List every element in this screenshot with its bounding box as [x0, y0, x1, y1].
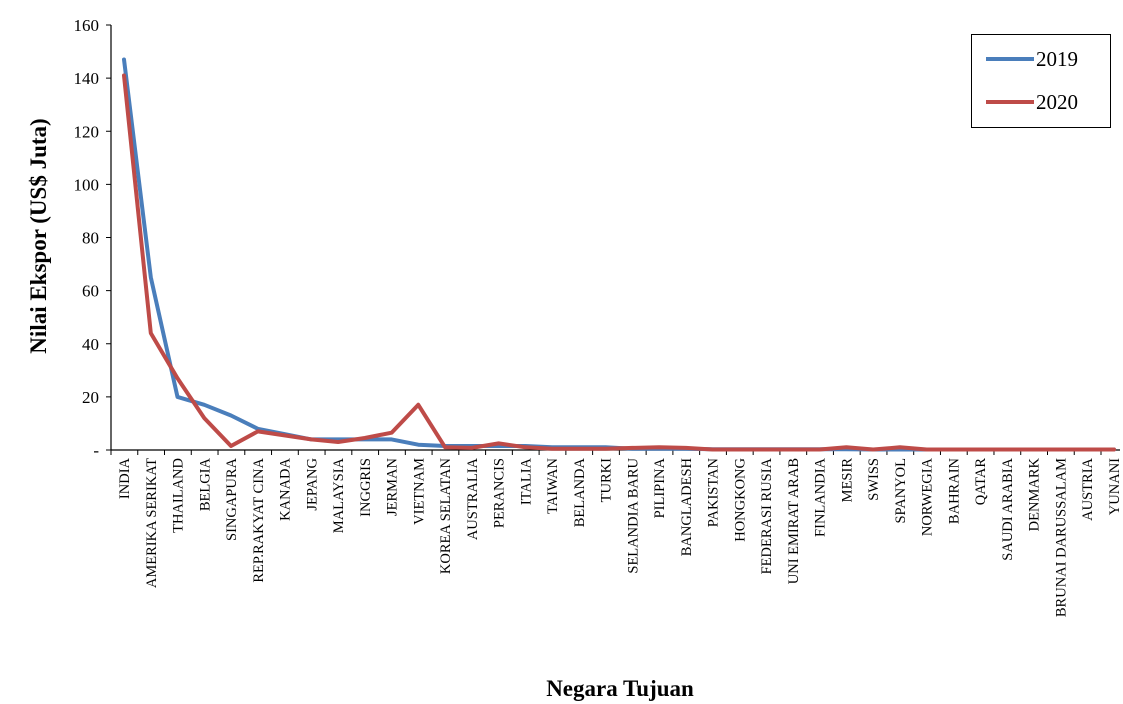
axes [106, 24, 1120, 455]
y-axis-title: Nilai Ekspor (US$ Juta) [26, 118, 51, 353]
x-tick-label: MESIR [839, 458, 855, 503]
x-tick-label: MALAYSIA [331, 457, 347, 533]
x-tick-label: KANADA [278, 457, 294, 520]
legend-item-2019: 2019 [986, 46, 1078, 71]
y-tick-labels: - 20 40 60 80 100 120 140 160 [74, 16, 100, 460]
x-tick-label: HONGKONG [732, 457, 748, 541]
x-tick-label: TURKI [599, 458, 615, 502]
y-tick-label: 60 [82, 282, 99, 301]
x-tick-label: VIETNAM [411, 458, 427, 525]
x-tick-label: TAIWAN [545, 457, 561, 514]
x-axis-title: Negara Tujuan [546, 676, 694, 701]
x-tick-label: JERMAN [385, 457, 401, 516]
y-tick-label: 120 [74, 122, 100, 141]
y-tick-label: 140 [74, 69, 100, 88]
x-tick-label: FINLANDIA [813, 457, 829, 536]
x-tick-label: INGGRIS [358, 458, 374, 517]
x-tick-label: ITALIA [518, 457, 534, 505]
legend-swatch-2019 [986, 57, 1034, 61]
x-tick-label: PERANCIS [492, 458, 508, 528]
x-tick-label: BAHRAIN [946, 457, 962, 524]
x-tick-label: AMERIKA SERIKAT [144, 458, 160, 588]
x-tick-label: INDIA [117, 457, 133, 499]
y-tick-label: 100 [74, 175, 100, 194]
x-tick-label: SAUDI ARABIA [1000, 457, 1016, 560]
legend-swatch-2020 [986, 100, 1034, 104]
x-tick-label: DENMARK [1027, 457, 1043, 531]
series-line-2019 [122, 57, 1116, 452]
x-tick-label: THAILAND [171, 458, 187, 533]
legend-label-2019: 2019 [1036, 46, 1078, 71]
x-tick-label: SELANDIA BARU [625, 457, 641, 573]
y-tick-label: 160 [74, 16, 100, 35]
x-tick-label: BANGLADESH [679, 457, 695, 556]
y-tick-label: 40 [82, 335, 99, 354]
x-tick-label: REP.RAKYAT CINA [251, 457, 267, 582]
legend-item-2020: 2020 [986, 89, 1078, 114]
x-tick-label: FEDERASI RUSIA [759, 457, 775, 574]
x-tick-label: BELANDA [572, 457, 588, 527]
x-tick-label: JEPANG [304, 457, 320, 510]
series-lines [122, 57, 1116, 452]
x-tick-label: SWISS [866, 458, 882, 501]
x-tick-label: BRUNAI DARUSSALAM [1053, 458, 1069, 617]
y-tick-label: 20 [82, 388, 99, 407]
series-line-2020 [122, 73, 1116, 452]
y-tick-label: 80 [82, 229, 99, 248]
x-tick-label: PILIPINA [652, 457, 668, 518]
legend: 2019 2020 [971, 34, 1111, 128]
x-tick-label: QATAR [973, 458, 989, 506]
x-tick-label: YUNANI [1107, 458, 1123, 515]
legend-label-2020: 2020 [1036, 89, 1078, 114]
x-tick-label: BELGIA [197, 457, 213, 511]
x-tick-label: PAKISTAN [706, 457, 722, 527]
x-tick-label: AUSTRIA [1080, 457, 1096, 520]
x-tick-label: NORWEGIA [920, 457, 936, 536]
x-tick-labels: INDIA AMERIKA SERIKAT THAILAND BELGIA SINGAP… [117, 457, 1123, 617]
x-tick-label: KOREA SELATAN [438, 457, 454, 574]
y-tick-label: - [93, 441, 99, 460]
x-tick-label: SINGAPURA [224, 457, 240, 541]
x-tick-label: SPANYOL [893, 458, 909, 524]
x-tick-label: AUSTRALIA [465, 457, 481, 540]
x-tick-label: UNI EMIRAT ARAB [786, 458, 802, 584]
